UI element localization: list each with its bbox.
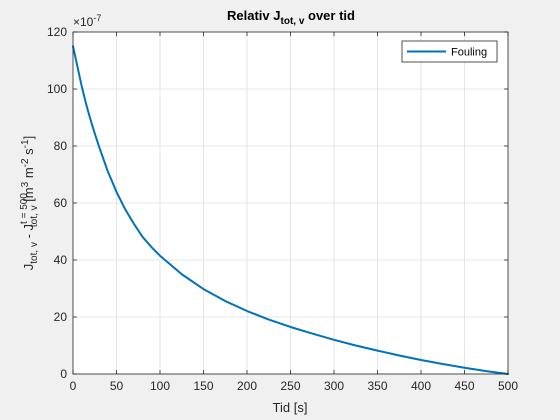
- y-tick-label-40: 40: [54, 253, 68, 267]
- y-axis-label: Jtot, v - Jt = 500tot, v [m3 m-2 s-1]: [19, 136, 40, 270]
- tick-labels: 0 50 100 150 200 250 300 350 400 450 500 0 20 40 60 80 1…: [47, 25, 518, 393]
- x-tick-label-150: 150: [193, 379, 213, 393]
- x-tick-label-50: 50: [110, 379, 124, 393]
- x-tick-label-450: 450: [454, 379, 474, 393]
- x-tick-label-400: 400: [411, 379, 431, 393]
- x-axis-label: Tid [s]: [273, 400, 308, 415]
- x-tick-label-500: 500: [498, 379, 518, 393]
- legend-box: [401, 40, 498, 63]
- x-tick-label-250: 250: [280, 379, 300, 393]
- y-tick-label-120: 120: [47, 25, 67, 39]
- chart-title: Relativ Jtot, v over tid: [227, 8, 355, 27]
- x-tick-label-350: 350: [367, 379, 387, 393]
- y-tick-label-0: 0: [60, 367, 67, 381]
- x-tick-label-200: 200: [237, 379, 257, 393]
- legend: Fouling: [401, 40, 498, 63]
- y-tick-label-60: 60: [54, 196, 68, 210]
- y-tick-label-80: 80: [54, 139, 68, 153]
- y-axis-multiplier: ×10-7: [73, 13, 101, 29]
- x-tick-label-300: 300: [324, 379, 344, 393]
- x-tick-label-100: 100: [150, 379, 170, 393]
- x-tick-label-0: 0: [70, 379, 77, 393]
- series-layer: [72, 45, 509, 375]
- axes: [72, 31, 509, 375]
- series-line-fouling: [72, 45, 509, 375]
- y-tick-label-20: 20: [54, 310, 68, 324]
- y-tick-label-100: 100: [47, 82, 67, 96]
- legend-label-fouling: Fouling: [451, 47, 487, 59]
